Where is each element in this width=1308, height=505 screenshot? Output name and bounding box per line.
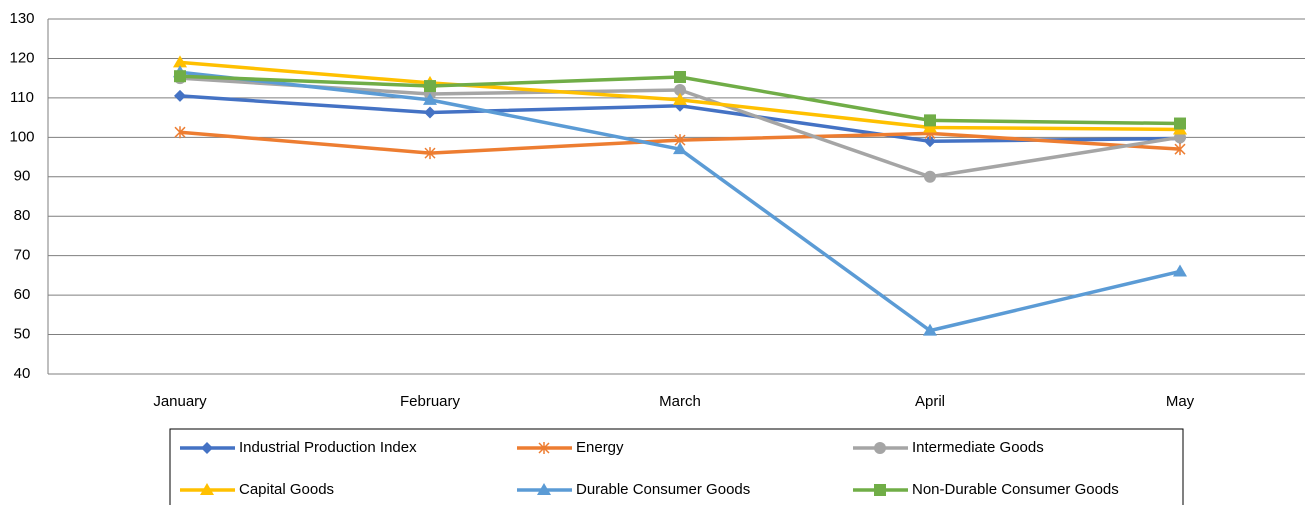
y-tick-label: 110 xyxy=(10,89,34,106)
legend-item: Energy xyxy=(517,439,624,456)
marker xyxy=(174,89,186,102)
marker xyxy=(1174,143,1186,156)
marker xyxy=(174,70,186,83)
marker xyxy=(673,92,687,105)
marker xyxy=(923,120,937,133)
marker xyxy=(674,84,686,96)
y-tick-label: 60 xyxy=(14,286,31,303)
marker xyxy=(424,106,436,119)
legend-label: Capital Goods xyxy=(239,481,334,498)
marker xyxy=(673,142,687,155)
x-tick-label: April xyxy=(915,393,945,410)
legend-label: Intermediate Goods xyxy=(912,439,1044,456)
legend-label: Industrial Production Index xyxy=(239,439,417,456)
y-tick-label: 100 xyxy=(9,128,34,145)
marker xyxy=(1174,117,1186,130)
legend-item: Non-Durable Consumer Goods xyxy=(853,481,1119,498)
marker xyxy=(874,442,886,454)
marker xyxy=(924,170,936,183)
x-tick-label: March xyxy=(659,393,701,410)
y-tick-label: 90 xyxy=(14,168,31,185)
marker xyxy=(174,126,186,139)
y-tick-label: 120 xyxy=(9,49,34,66)
y-tick-label: 70 xyxy=(14,247,31,264)
y-tick-label: 50 xyxy=(14,326,31,343)
marker xyxy=(874,484,886,496)
legend-label: Durable Consumer Goods xyxy=(576,481,750,498)
legend-item: Intermediate Goods xyxy=(853,439,1044,456)
marker xyxy=(173,55,187,68)
marker xyxy=(537,483,551,495)
marker xyxy=(423,92,437,105)
marker xyxy=(924,114,936,127)
marker xyxy=(201,442,213,454)
y-tick-label: 40 xyxy=(14,365,31,382)
legend-item: Industrial Production Index xyxy=(180,439,417,456)
legend-item: Capital Goods xyxy=(180,481,334,498)
marker xyxy=(924,135,936,148)
x-tick-label: February xyxy=(400,393,461,410)
marker xyxy=(923,323,937,336)
legend: Industrial Production Index Energy Interme… xyxy=(169,428,1184,505)
legend-item: Durable Consumer Goods xyxy=(517,481,750,498)
y-tick-label: 130 xyxy=(9,10,34,27)
x-tick-label: May xyxy=(1166,393,1195,410)
marker xyxy=(200,483,214,495)
y-tick-label: 80 xyxy=(14,207,31,224)
legend-label: Non-Durable Consumer Goods xyxy=(912,481,1119,498)
marker xyxy=(1173,264,1187,277)
legend-label: Energy xyxy=(576,439,624,456)
x-tick-label: January xyxy=(153,393,207,410)
legend-box xyxy=(169,428,1184,505)
marker xyxy=(674,70,686,83)
marker xyxy=(424,80,436,93)
marker xyxy=(424,147,436,160)
marker xyxy=(538,442,550,454)
